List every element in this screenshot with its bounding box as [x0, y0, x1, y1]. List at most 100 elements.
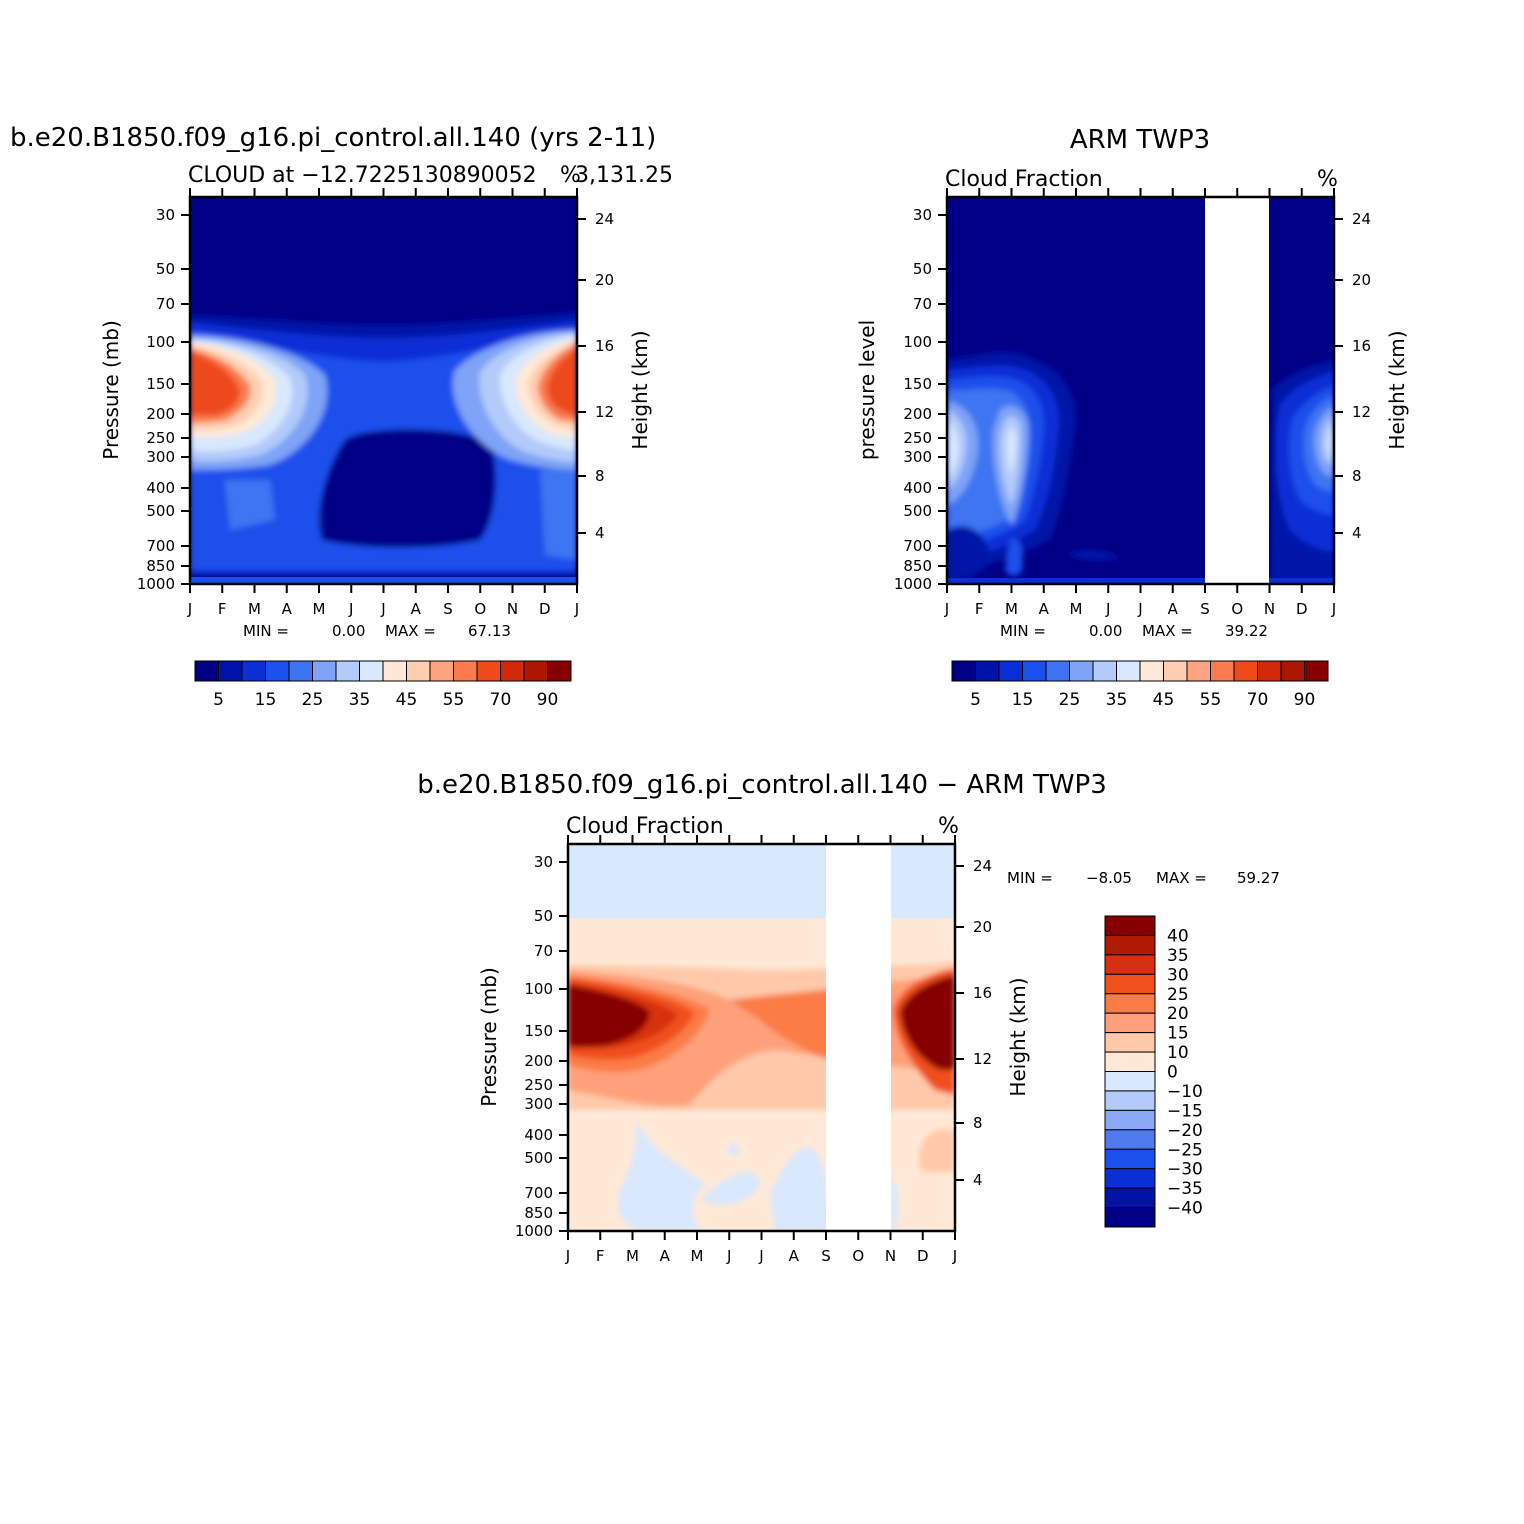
panel3-ytick-right-label: 12: [973, 1050, 992, 1068]
panel3-colorbar-label: −40: [1167, 1199, 1203, 1219]
panel2-colorbar-swatch: [951, 660, 976, 682]
panel3-ytick-label: 150: [524, 1022, 553, 1040]
panel1-colorbar-label: 5: [213, 690, 224, 710]
panel2-ytick-label: 150: [903, 375, 932, 393]
panel1-ytick-label: 150: [146, 375, 175, 393]
panel2-xtick-label: S: [1200, 600, 1210, 618]
panel2-xtick-label: O: [1231, 600, 1243, 618]
panel3-xtick-label: N: [885, 1247, 896, 1265]
panel1-colorbar-swatch: [265, 660, 290, 682]
panel1-ytick-label: 250: [146, 429, 175, 447]
panel3-colorbar-swatch: [1104, 1090, 1156, 1111]
panel3-colorbar-label: 20: [1167, 1004, 1189, 1024]
panel1-colorbar-swatch: [194, 660, 219, 682]
panel3-colorbar-swatch: [1104, 934, 1156, 956]
panel1-colorbar-label: 90: [537, 690, 559, 710]
panel1-colorbar-label: 45: [396, 690, 418, 710]
panel3-colorbar-label: −10: [1167, 1082, 1203, 1102]
panel2-unit: %: [1317, 167, 1338, 192]
panel1-colorbar-label: 55: [443, 690, 465, 710]
panel1-ytick-label: 700: [146, 537, 175, 555]
panel2-colorbar-swatch: [1304, 660, 1329, 682]
panel3-ytick-label: 250: [524, 1076, 553, 1094]
panel2-colorbar-label: 5: [970, 690, 981, 710]
panel1-xtick-label: D: [539, 600, 551, 618]
panel2-max-value: 39.22: [1225, 622, 1268, 640]
panel3-colorbar-swatch: [1104, 954, 1156, 975]
panel2-field: [947, 197, 1334, 584]
panel3-title: b.e20.B1850.f09_g16.pi_control.all.140 −…: [417, 770, 1107, 800]
panel1-ytick-right-label: 4: [595, 524, 605, 542]
panel2-colorbar-swatch: [1233, 660, 1258, 682]
panel3-ytick-label: 50: [534, 907, 553, 925]
panel3-colorbar-swatch: [1104, 1187, 1156, 1209]
panel1-xtick-label: J: [348, 600, 353, 618]
panel1-ytick-label: 30: [156, 206, 175, 224]
panel1-colorbar-label: 15: [255, 690, 277, 710]
panel3-xtick-label: J: [565, 1247, 570, 1265]
panel3-max-value: 59.27: [1237, 869, 1280, 887]
panel1-xtick-label: J: [574, 600, 579, 618]
panel2-min-label: MIN =: [1000, 622, 1046, 640]
panel1-colorbar-swatch: [288, 660, 313, 682]
panel2-ytick-label: 100: [903, 333, 932, 351]
panel1-colorbar-swatch: [429, 660, 454, 682]
panel3-colorbar-label: −15: [1167, 1101, 1203, 1121]
panel2-ytick-right-label: 16: [1352, 337, 1371, 355]
panel1-ytick-label: 100: [146, 333, 175, 351]
panel3-ytick-label: 700: [524, 1184, 553, 1202]
panel3-colorbar-label: 15: [1167, 1024, 1189, 1044]
panel3-ytick-right-label: 20: [973, 918, 992, 936]
panel3-colorbar-swatch: [1104, 915, 1156, 936]
panel2-colorbar-swatch: [1139, 660, 1164, 682]
panel3-ytick-label: 1000: [515, 1222, 553, 1240]
panel1-ytick-right-label: 16: [595, 337, 614, 355]
panel3-ylabel: Pressure (mb): [477, 967, 501, 1107]
panel-obs: ARM TWP3 Cloud Fraction %: [945, 125, 1338, 586]
panel1-ylabel-right: Height (km): [628, 330, 652, 449]
panel1-colorbar-swatch: [382, 660, 407, 682]
panel1-colorbar-swatch: [241, 660, 266, 682]
panel3-ytick-label: 200: [524, 1052, 553, 1070]
panel1-ytick-right-label: 12: [595, 403, 614, 421]
panel1-colorbar-swatch: [218, 660, 243, 682]
panel1-min-label: MIN =: [243, 622, 289, 640]
panel1-ytick-label: 200: [146, 405, 175, 423]
panel2-ytick-label: 200: [903, 405, 932, 423]
panel3-xtick-label: M: [691, 1247, 704, 1265]
panel2-ytick-label: 400: [903, 479, 932, 497]
panel3-subtitle: Cloud Fraction: [566, 814, 724, 839]
panel1-colorbar-label: 25: [302, 690, 324, 710]
panel1-max-value: 67.13: [468, 622, 511, 640]
panel3-ytick-right-label: 24: [973, 857, 992, 875]
panel3-ytick-label: 100: [524, 980, 553, 998]
panel3-min-value: −8.05: [1086, 869, 1132, 887]
panel1-field: [190, 197, 577, 584]
panel3-xtick-label: O: [852, 1247, 864, 1265]
panel2-ytick-label: 70: [913, 295, 932, 313]
panel2-ytick-label: 300: [903, 448, 932, 466]
panel1-max-label: MAX =: [385, 622, 436, 640]
panel3-ylabel-right: Height (km): [1006, 977, 1030, 1096]
panel1-coord: 3,131.25: [575, 163, 673, 188]
panel1-xtick-label: M: [248, 600, 261, 618]
panel2-ytick-label: 500: [903, 502, 932, 520]
panel2-colorbar-swatch: [1069, 660, 1094, 682]
panel3-colorbar-label: 10: [1167, 1043, 1189, 1063]
panel3-unit: %: [938, 814, 959, 839]
panel3-colorbar-swatch: [1104, 973, 1156, 995]
panel1-xtick-label: A: [411, 600, 422, 618]
panel1-xtick-label: O: [474, 600, 486, 618]
panel3-max-label: MAX =: [1156, 869, 1207, 887]
panel2-ytick-label: 50: [913, 260, 932, 278]
panel2-colorbar-swatch: [975, 660, 1000, 682]
panel3-field: [568, 844, 955, 1231]
panel2-colorbar-label: 35: [1106, 690, 1128, 710]
panel1-colorbar-label: 70: [490, 690, 512, 710]
panel3-colorbar-label: −30: [1167, 1160, 1203, 1180]
panel3-xtick-label: F: [596, 1247, 605, 1265]
panel3-xtick-label: S: [821, 1247, 831, 1265]
panel2-ylabel-right: Height (km): [1385, 330, 1409, 449]
panel3-colorbar-label: 30: [1167, 965, 1189, 985]
